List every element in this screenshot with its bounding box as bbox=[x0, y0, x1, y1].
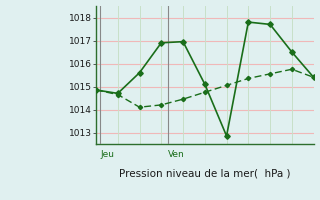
Text: Pression niveau de la mer(  hPa ): Pression niveau de la mer( hPa ) bbox=[119, 169, 291, 179]
Text: Jeu: Jeu bbox=[100, 150, 114, 159]
Text: Ven: Ven bbox=[168, 150, 185, 159]
